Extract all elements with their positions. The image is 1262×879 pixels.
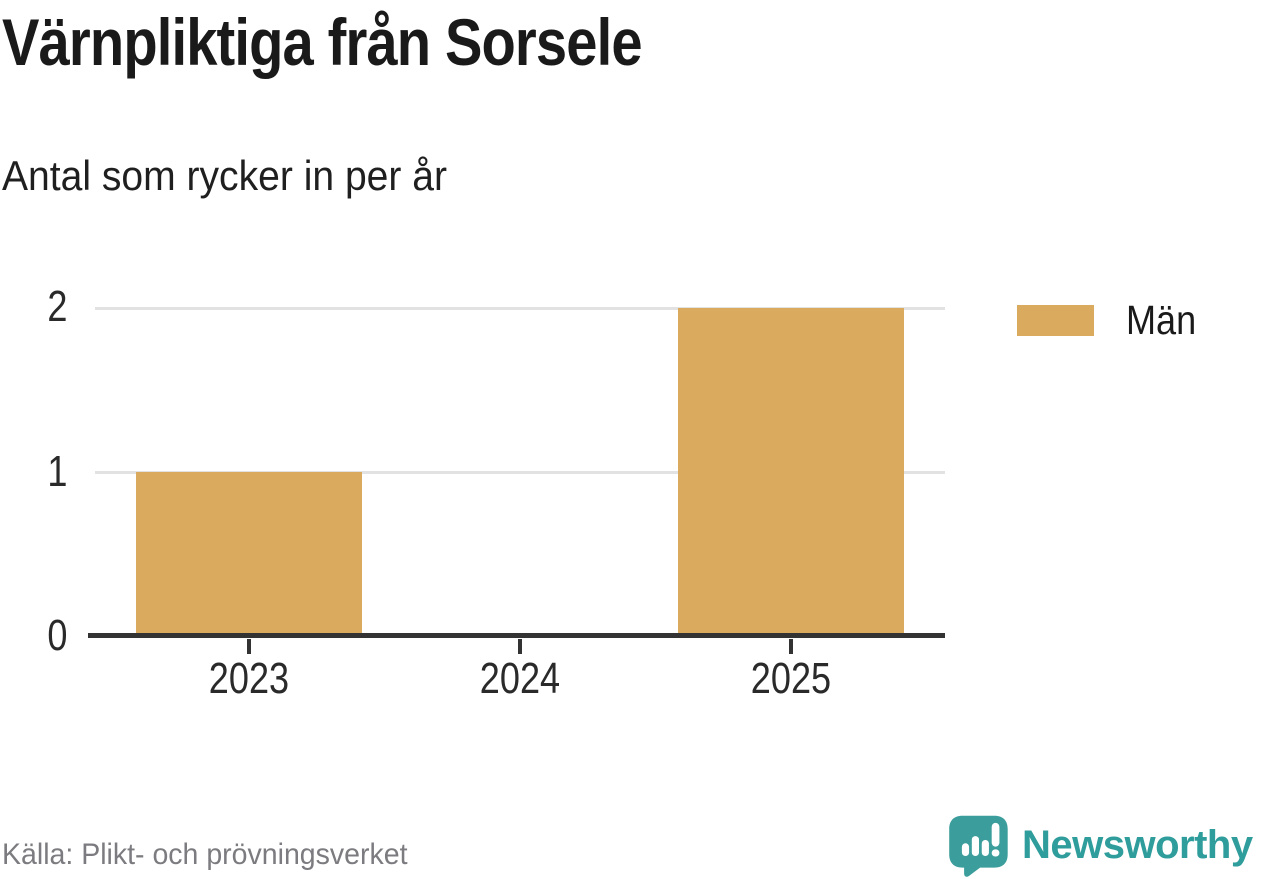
category-slot-2024: 2024 — [384, 307, 655, 701]
brand-wordmark: Newsworthy — [1022, 823, 1253, 867]
brand-lockup: Newsworthy — [947, 814, 1253, 877]
exclamation-glyph — [991, 822, 1000, 857]
bar-band: 2023 2024 2025 — [113, 307, 927, 701]
bar-2025 — [678, 308, 905, 636]
x-tick-label-2025: 2025 — [751, 654, 832, 703]
source-caption: Källa: Plikt- och prövningsverket — [2, 838, 408, 871]
x-label-wrap-2025: 2025 — [656, 657, 927, 701]
gridline-y-2 — [95, 307, 945, 310]
x-label-wrap-2024: 2024 — [384, 657, 655, 701]
category-slot-2023: 2023 — [113, 307, 384, 701]
chart-title: Värnpliktiga från Sorsele — [2, 5, 643, 79]
x-tick-2024 — [517, 639, 522, 654]
x-axis-baseline — [88, 633, 945, 638]
legend: Män — [1017, 300, 1206, 341]
y-axis: 0 1 2 — [0, 285, 80, 658]
category-slot-2025: 2025 — [656, 307, 927, 701]
y-tick-label-1: 1 — [46, 446, 67, 496]
legend-label-man: Män — [1126, 297, 1197, 343]
newsworthy-logo-icon — [949, 815, 1008, 877]
y-tick-label-0: 0 — [46, 611, 67, 660]
x-tick-2025 — [789, 639, 794, 654]
x-tick-label-2024: 2024 — [479, 654, 561, 703]
bar-chart-glyph — [961, 836, 989, 856]
plot-area: 2023 2024 2025 — [88, 307, 945, 701]
gridline-y-1 — [95, 471, 945, 474]
bar-2023 — [135, 472, 362, 636]
chart-subtitle: Antal som rycker in per år — [2, 152, 448, 199]
legend-swatch-man — [1017, 305, 1094, 336]
x-tick-2023 — [246, 639, 251, 654]
x-tick-label-2023: 2023 — [208, 654, 289, 703]
x-label-wrap-2023: 2023 — [113, 657, 384, 701]
y-tick-label-2: 2 — [46, 282, 67, 331]
